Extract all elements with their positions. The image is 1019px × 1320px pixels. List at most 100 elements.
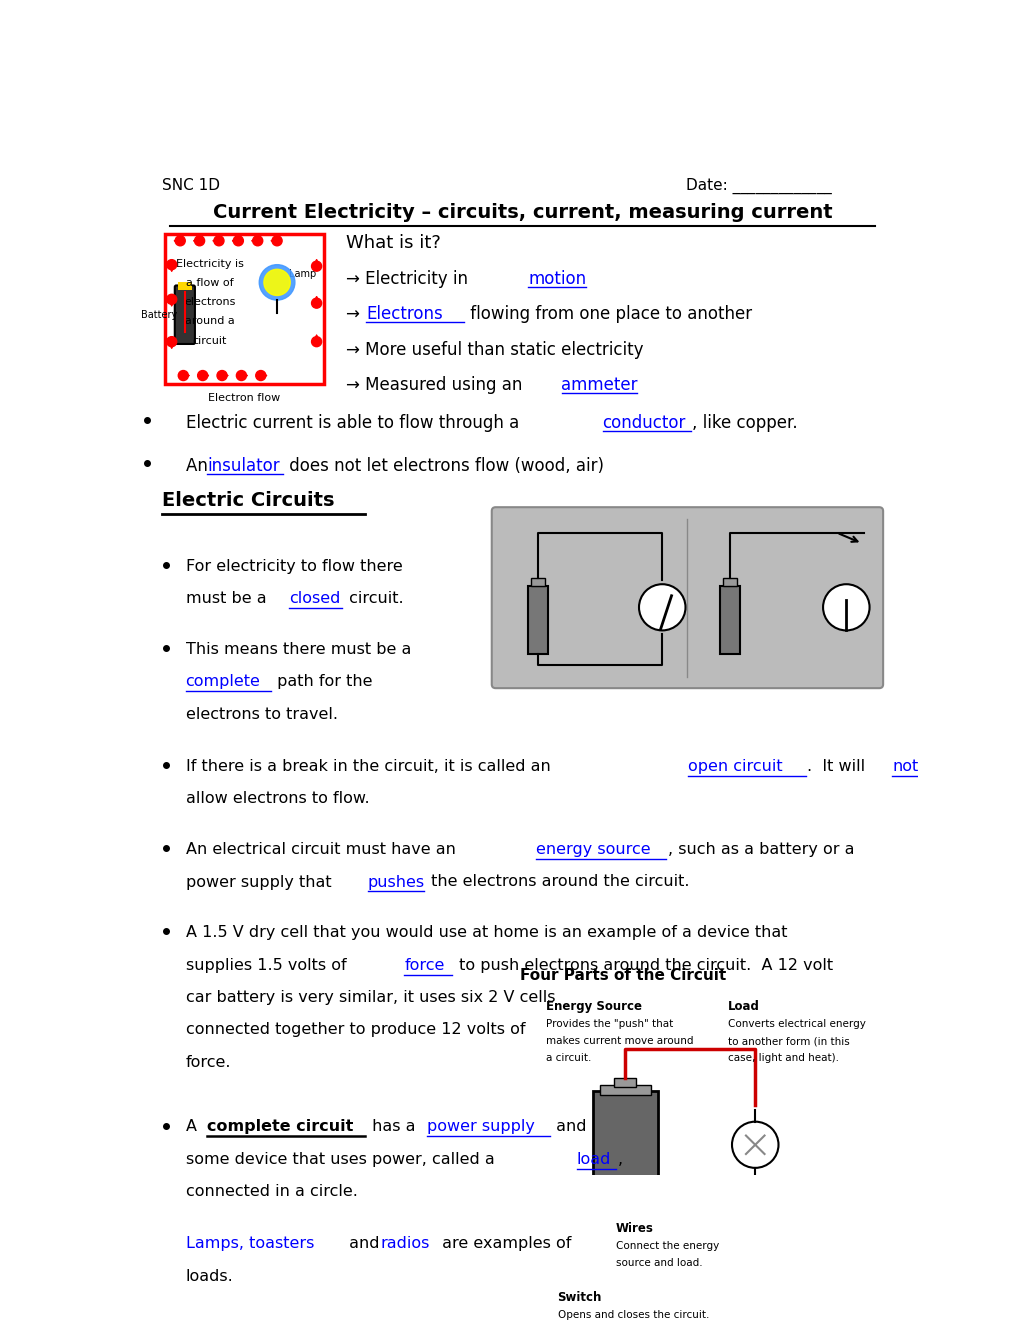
Text: ,: ,: [616, 1151, 622, 1167]
Text: does not let electrons flow (wood, air): does not let electrons flow (wood, air): [283, 457, 603, 475]
Circle shape: [822, 585, 869, 631]
Text: complete: complete: [185, 675, 260, 689]
Text: Battery: Battery: [142, 310, 177, 319]
FancyBboxPatch shape: [174, 285, 195, 345]
Circle shape: [311, 298, 321, 308]
Bar: [164, 234, 323, 384]
Text: a flow of: a flow of: [185, 277, 233, 288]
Text: , such as a battery or a: , such as a battery or a: [667, 842, 853, 857]
Circle shape: [732, 1122, 777, 1168]
Text: motion: motion: [528, 271, 586, 288]
Bar: [599, 1085, 650, 1094]
Text: load: load: [577, 1151, 610, 1167]
Circle shape: [166, 260, 176, 269]
Circle shape: [198, 371, 208, 380]
Text: and: and: [551, 1119, 586, 1134]
Text: Four Parts of the Circuit: Four Parts of the Circuit: [520, 968, 726, 982]
Text: → Electricity in: → Electricity in: [345, 271, 473, 288]
Circle shape: [264, 269, 290, 296]
Circle shape: [175, 236, 185, 246]
Text: makes current move around: makes current move around: [545, 1036, 693, 1047]
Text: force.: force.: [185, 1055, 231, 1069]
Text: source and load.: source and load.: [615, 1258, 702, 1269]
Text: loads.: loads.: [185, 1269, 233, 1284]
Bar: [177, 282, 192, 290]
Text: energy source: energy source: [535, 842, 650, 857]
Text: and: and: [343, 1237, 384, 1251]
Circle shape: [259, 264, 294, 300]
Text: to push electrons around the circuit.  A 12 volt: to push electrons around the circuit. A …: [453, 958, 833, 973]
Text: electrons to travel.: electrons to travel.: [185, 706, 337, 722]
Text: pushes: pushes: [368, 875, 425, 890]
Text: → More useful than static electricity: → More useful than static electricity: [345, 341, 643, 359]
Text: Switch: Switch: [557, 1291, 601, 1304]
Bar: [531, 578, 545, 586]
Text: not: not: [892, 759, 918, 774]
Text: Electric Circuits: Electric Circuits: [162, 491, 334, 510]
Text: some device that uses power, called a: some device that uses power, called a: [185, 1151, 499, 1167]
Text: Lamps, toasters: Lamps, toasters: [185, 1237, 314, 1251]
Text: Wires: Wires: [615, 1222, 653, 1234]
Text: are examples of: are examples of: [436, 1237, 571, 1251]
Circle shape: [214, 236, 224, 246]
Text: open circuit: open circuit: [687, 759, 782, 774]
Text: Energy Source: Energy Source: [545, 1001, 641, 1012]
Bar: [528, 586, 548, 653]
Text: Current Electricity – circuits, current, measuring current: Current Electricity – circuits, current,…: [213, 203, 832, 222]
Text: Converts electrical energy: Converts electrical energy: [728, 1019, 865, 1030]
Text: must be a: must be a: [185, 591, 271, 606]
Circle shape: [311, 261, 321, 271]
Text: force: force: [404, 958, 444, 973]
Circle shape: [233, 236, 244, 246]
Text: connected in a circle.: connected in a circle.: [185, 1184, 357, 1199]
Text: Date: _____________: Date: _____________: [685, 178, 830, 194]
Text: A 1.5 V dry cell that you would use at home is an example of a device that: A 1.5 V dry cell that you would use at h…: [185, 925, 787, 940]
Circle shape: [236, 371, 247, 380]
Text: insulator: insulator: [207, 457, 279, 475]
Text: → Measured using an: → Measured using an: [345, 376, 527, 395]
Text: closed: closed: [288, 591, 339, 606]
Text: Electrons: Electrons: [366, 305, 442, 323]
Text: Connect the energy: Connect the energy: [615, 1241, 718, 1251]
Text: conductor: conductor: [602, 414, 686, 432]
Circle shape: [178, 371, 189, 380]
Text: electrons: electrons: [183, 297, 235, 308]
Text: If there is a break in the circuit, it is called an: If there is a break in the circuit, it i…: [185, 759, 555, 774]
Text: This means there must be a: This means there must be a: [185, 642, 411, 657]
Text: An: An: [185, 457, 213, 475]
Text: has a: has a: [367, 1119, 420, 1134]
Text: around a: around a: [184, 317, 234, 326]
Text: Opens and closes the circuit.: Opens and closes the circuit.: [557, 1311, 708, 1320]
Text: power supply: power supply: [427, 1119, 535, 1134]
Text: flowing from one place to another: flowing from one place to another: [465, 305, 752, 323]
Circle shape: [256, 371, 266, 380]
Text: For electricity to flow there: For electricity to flow there: [185, 558, 401, 574]
Text: connected together to produce 12 volts of: connected together to produce 12 volts o…: [185, 1022, 525, 1038]
Text: power supply that: power supply that: [185, 875, 336, 890]
Bar: [592, 1090, 657, 1203]
Circle shape: [311, 337, 321, 347]
Text: the electrons around the circuit.: the electrons around the circuit.: [426, 875, 689, 890]
Text: case, light and heat).: case, light and heat).: [728, 1053, 839, 1063]
Text: .  It will: . It will: [806, 759, 869, 774]
Text: Electricity is: Electricity is: [175, 259, 244, 268]
Text: A: A: [185, 1119, 202, 1134]
Text: to another form (in this: to another form (in this: [728, 1036, 849, 1047]
Text: car battery is very similar, it uses six 2 V cells: car battery is very similar, it uses six…: [185, 990, 554, 1005]
Circle shape: [195, 236, 205, 246]
Text: complete circuit: complete circuit: [207, 1119, 354, 1134]
Text: circuit.: circuit.: [343, 591, 403, 606]
Circle shape: [272, 236, 282, 246]
Circle shape: [217, 371, 227, 380]
Text: path for the: path for the: [272, 675, 373, 689]
Text: Lamp: Lamp: [288, 269, 316, 279]
Text: SNC 1D: SNC 1D: [162, 178, 220, 193]
Circle shape: [638, 585, 685, 631]
Circle shape: [166, 294, 176, 305]
Text: radios: radios: [380, 1237, 430, 1251]
Text: a circuit.: a circuit.: [545, 1053, 591, 1063]
Bar: [719, 586, 740, 653]
Text: supplies 1.5 volts of: supplies 1.5 volts of: [185, 958, 351, 973]
Circle shape: [166, 337, 176, 347]
Text: An electrical circuit must have an: An electrical circuit must have an: [185, 842, 461, 857]
